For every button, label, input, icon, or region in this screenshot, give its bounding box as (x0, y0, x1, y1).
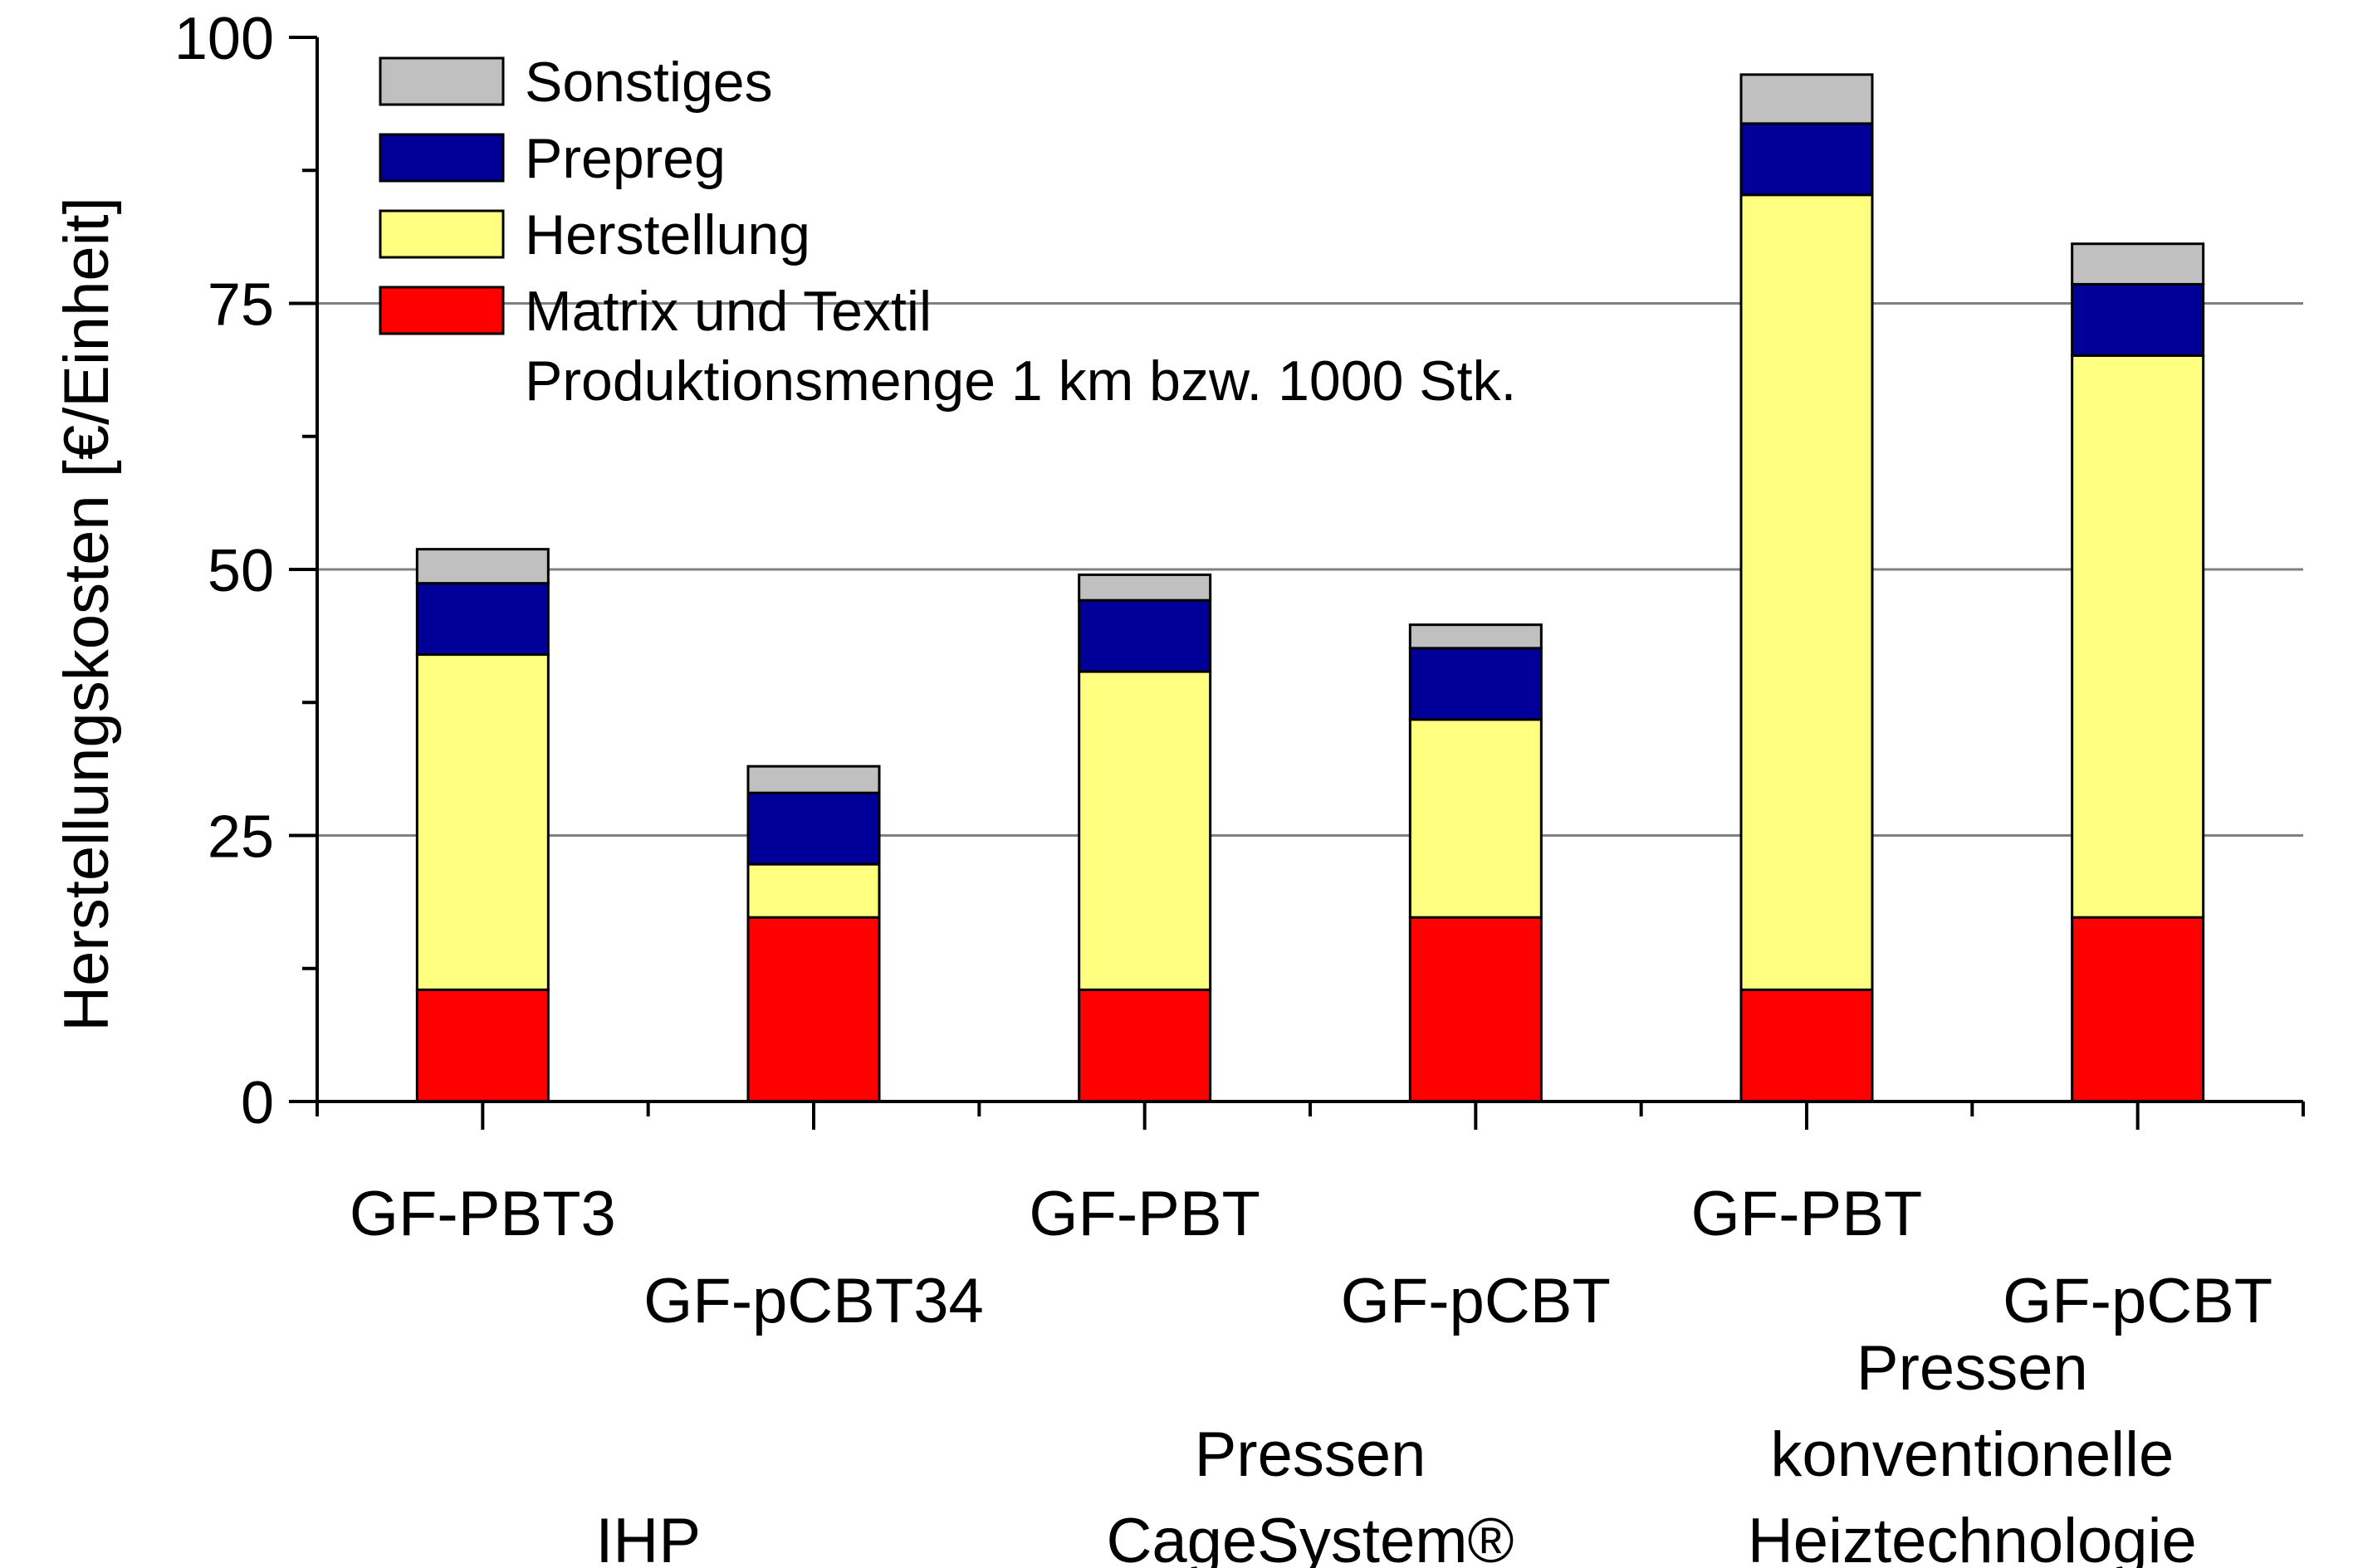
bar-segment (2071, 242, 2205, 286)
bar-segment (2071, 354, 2205, 919)
bars (415, 73, 2205, 1103)
axes (289, 36, 2305, 1130)
group-label: Pressen (1195, 1419, 1426, 1490)
legend-swatch (379, 209, 505, 259)
bar-segment (746, 916, 881, 1103)
tick-labels: 0 25 50 75 100 (174, 6, 274, 1136)
category-label: GF-PBT3 (350, 1179, 616, 1249)
group-label: Heiztechnologie (1748, 1506, 2197, 1568)
legend-swatch (379, 133, 505, 183)
group-label: CageSystem® (1106, 1506, 1514, 1568)
bar-segment (1078, 670, 1212, 991)
bar-segment (1408, 623, 1543, 650)
bar-segment (2071, 282, 2205, 357)
legend-swatch (379, 286, 505, 335)
production-note: Produktionsmenge 1 km bzw. 1000 Stk. (525, 349, 1516, 413)
bar-segment (746, 791, 881, 866)
category-label: GF-PBT (1029, 1179, 1260, 1249)
bar-segment (1408, 916, 1543, 1103)
bar-segment (746, 764, 881, 794)
group-label: konventionelle (1770, 1419, 2174, 1490)
y-tick-label: 25 (208, 804, 274, 871)
bar-segment (2071, 916, 2205, 1103)
legend-label: Herstellung (525, 203, 810, 266)
bar-segment (415, 653, 550, 991)
y-tick-label: 75 (208, 272, 274, 339)
group-label: IHP (595, 1506, 701, 1568)
legend-label: Sonstiges (525, 51, 773, 114)
y-axis-label: Herstellungskosten [€/Einheit] (51, 197, 122, 1031)
bar-segment (415, 582, 550, 657)
bar-segment (1739, 73, 1874, 125)
y-tick-label: 50 (208, 538, 274, 604)
group-label: Pressen (1856, 1333, 2088, 1404)
category-labels: GF-PBT3 GF-pCBT34 GF-PBT GF-pCBT GF-PBT GF-pC… (350, 1179, 2272, 1336)
bar-segment (1078, 573, 1212, 602)
bar-segment (1739, 988, 1874, 1103)
bar-segment (746, 862, 881, 919)
grid-lines (317, 302, 2303, 837)
group-labels: IHP Pressen CageSystem® Pressen konventionel… (595, 1333, 2196, 1568)
y-tick-label: 100 (174, 6, 274, 72)
category-label: GF-PBT (1691, 1179, 1923, 1249)
bar-segment (1408, 647, 1543, 721)
legend-swatch (379, 56, 505, 106)
category-label: GF-pCBT (2003, 1266, 2272, 1336)
bar-segment (415, 548, 550, 585)
bar-segment (1078, 598, 1212, 673)
bar-segment (1739, 193, 1874, 991)
category-label: GF-pCBT (1341, 1266, 1611, 1336)
bar-segment (1408, 718, 1543, 919)
bar-segment (1739, 122, 1874, 197)
y-tick-label: 0 (241, 1070, 274, 1136)
bar-segment (1078, 988, 1212, 1103)
legend-label: Matrix und Textil (525, 280, 932, 343)
legend: Sonstiges Prepreg Herstellung Matrix und Te… (379, 51, 932, 343)
bar-segment (415, 988, 550, 1103)
category-label: GF-pCBT34 (643, 1266, 984, 1336)
legend-label: Prepreg (525, 127, 726, 190)
